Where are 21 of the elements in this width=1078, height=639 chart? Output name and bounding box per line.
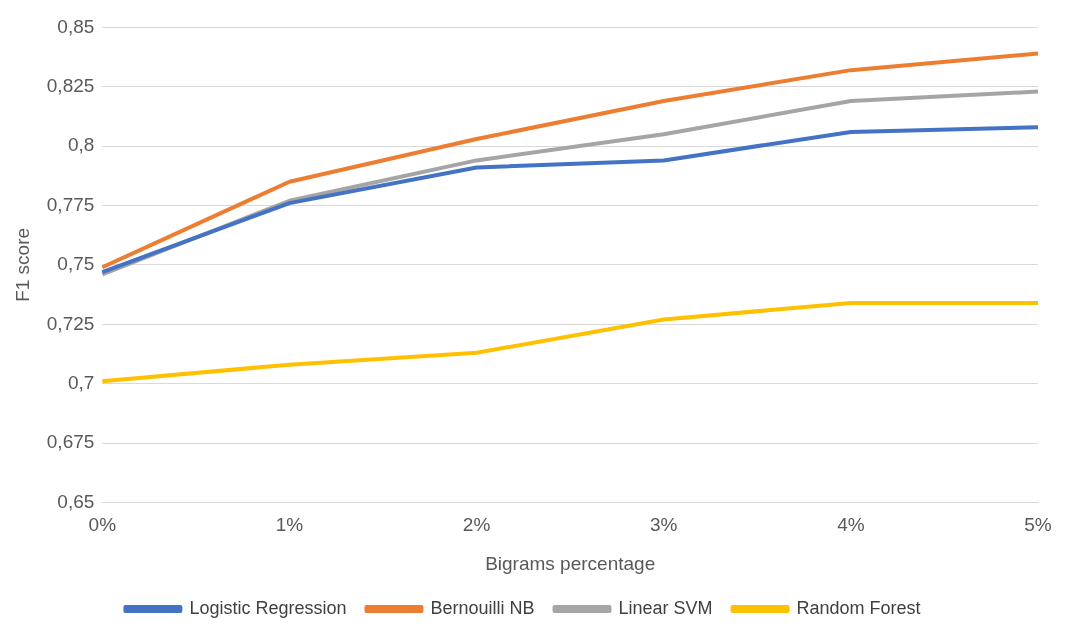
y-tick-label: 0,65 — [57, 490, 95, 512]
y-axis-title: F1 score — [11, 227, 33, 302]
y-tick-label: 0,675 — [46, 431, 95, 453]
legend-label: Random Forest — [796, 597, 921, 618]
x-tick-label: 4% — [837, 514, 865, 536]
y-tick-label: 0,825 — [46, 75, 95, 97]
y-tick-label: 0,775 — [46, 193, 95, 215]
x-axis-title: Bigrams percentage — [485, 552, 656, 574]
x-tick-label: 0% — [88, 514, 117, 536]
y-tick-label: 0,75 — [57, 253, 95, 275]
y-tick-label: 0,725 — [46, 312, 95, 334]
y-tick-label: 0,7 — [67, 371, 95, 393]
x-tick-label: 3% — [650, 514, 678, 536]
y-tick-label: 0,85 — [57, 15, 95, 37]
x-tick-label: 5% — [1024, 514, 1052, 536]
x-tick-label: 1% — [275, 514, 304, 536]
legend-label: Bernouilli NB — [430, 597, 535, 618]
x-tick-label: 2% — [462, 514, 491, 536]
y-tick-label: 0,8 — [67, 134, 95, 156]
legend-label: Logistic Regression — [189, 597, 347, 618]
legend-label: Linear SVM — [618, 597, 713, 618]
